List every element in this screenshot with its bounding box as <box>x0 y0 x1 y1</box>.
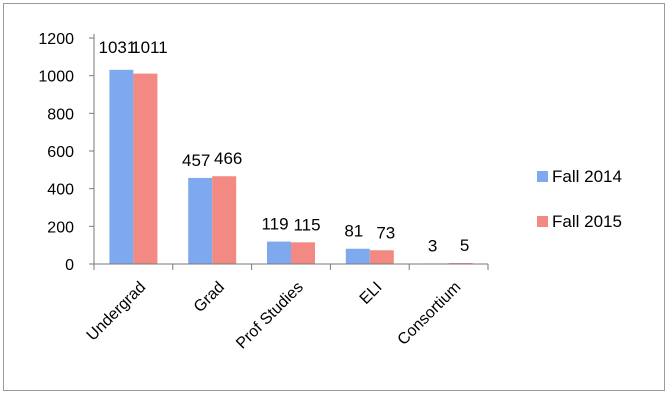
y-tick-label-200: 200 <box>47 219 74 236</box>
x-category-label-grad: Grad <box>191 279 228 316</box>
data-label-fall-2015-undergrad: 1011 <box>131 38 168 57</box>
x-category-label-undergrad: Undergrad <box>84 279 149 344</box>
bar-fall-2015-undergrad <box>133 73 158 264</box>
y-tick-label-1000: 1000 <box>38 69 74 86</box>
bar-fall-2015-eli <box>369 250 394 264</box>
bar-fall-2014-eli <box>345 248 370 264</box>
data-label-fall-2014-consortium: 3 <box>428 236 437 255</box>
legend-label-fall-2014: Fall 2014 <box>552 167 622 186</box>
legend: Fall 2014 Fall 2015 <box>537 167 622 231</box>
axes-layer: 0 200 400 600 800 1000 1200 Undergrad Grad Prof S… <box>38 31 489 353</box>
bar-fall-2015-prof-studies <box>291 242 315 264</box>
legend-label-fall-2015: Fall 2015 <box>552 212 622 231</box>
y-tick-label-600: 600 <box>47 144 74 161</box>
data-label-fall-2014-grad: 457 <box>182 151 210 170</box>
y-tick-label-0: 0 <box>65 257 74 274</box>
data-label-fall-2015-grad: 466 <box>214 149 242 168</box>
x-category-label-prof-studies: Prof Studies <box>233 279 307 353</box>
bars-layer <box>109 69 473 264</box>
y-tick-label-400: 400 <box>47 182 74 199</box>
y-tick-label-800: 800 <box>47 106 74 123</box>
data-label-fall-2015-consortium: 5 <box>460 236 469 255</box>
x-category-label-eli: ELI <box>357 279 386 308</box>
data-label-fall-2014-undergrad: 1031 <box>98 38 136 57</box>
data-label-fall-2015-eli: 73 <box>376 223 395 242</box>
y-tick-label-1200: 1200 <box>38 31 74 48</box>
legend-swatch-fall-2014 <box>537 171 548 182</box>
bar-fall-2015-grad <box>212 176 237 264</box>
data-label-fall-2014-prof-studies: 119 <box>261 215 288 234</box>
legend-swatch-fall-2015 <box>537 216 548 227</box>
x-category-label-consortium: Consortium <box>395 279 465 349</box>
bar-fall-2014-undergrad <box>109 69 134 264</box>
bar-fall-2014-grad <box>188 177 213 264</box>
bar-fall-2014-prof-studies <box>267 241 291 264</box>
data-label-fall-2015-prof-studies: 115 <box>293 215 320 234</box>
data-label-fall-2014-eli: 81 <box>344 222 363 241</box>
